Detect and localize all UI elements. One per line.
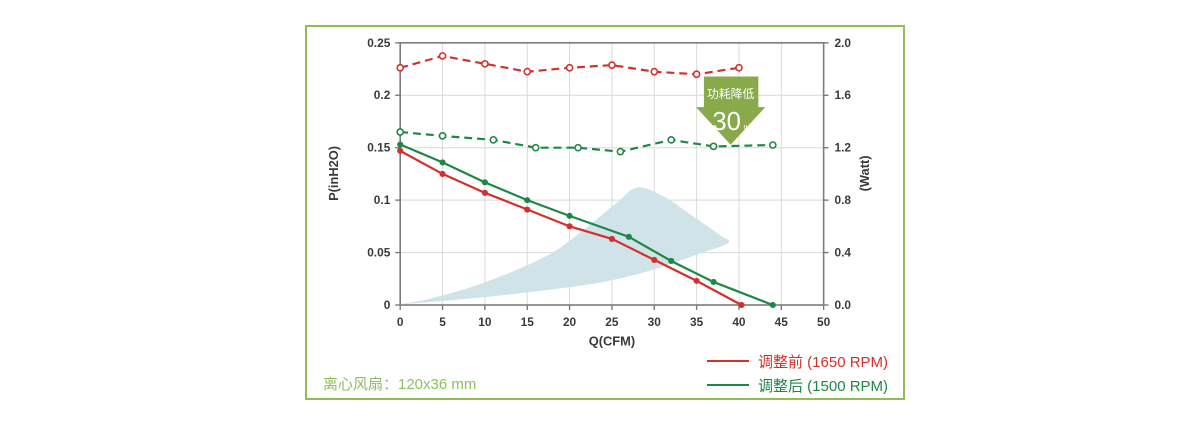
y-right-tick-label: 1.6 [835,88,852,102]
series-marker-1 [524,197,531,204]
y-left-tick-label: 0 [384,298,391,312]
series-marker-0 [524,206,531,213]
x-tick-label: 40 [732,315,746,329]
x-tick-label: 25 [605,315,619,329]
fan-size-caption: 离心风扇：120x36 mm [323,376,477,393]
y-left-tick-label: 0.25 [367,36,390,50]
y-right-tick-label: 0.8 [835,193,852,207]
x-tick-label: 5 [439,315,446,329]
power-reduction-badge: 功耗降低 30 % [696,76,766,145]
y-left-tick-label: 0.15 [367,141,390,155]
series-marker-1 [439,159,446,166]
series-marker-2 [735,63,743,72]
series-marker-2 [481,59,489,68]
legend-label-after: 调整后 (1500 RPM) [758,377,889,395]
x-tick-label: 35 [690,315,704,329]
series-marker-3 [489,135,498,144]
y-right-tick-label: 0.0 [835,298,852,312]
series-marker-2 [608,61,616,69]
series-marker-0 [439,170,446,177]
badge-unit: % [744,124,753,135]
series-marker-0 [651,256,658,263]
pq-performance-chart: 0 0.05 0.1 0.15 0.2 0.25 0.0 0.4 0.8 1.2 1.6 2.0 0 5 1… [326,36,872,349]
down-arrow-icon [696,76,766,145]
series-line-3 [400,130,773,153]
series-marker-1 [710,278,717,285]
series-marker-1 [566,212,573,219]
chart-plot-area: 0 0.05 0.1 0.15 0.2 0.25 0.0 0.4 0.8 1.2 1.6 2.0 0 5 1… [367,36,851,329]
series-marker-1 [397,141,404,148]
series-marker-0 [481,189,488,196]
series-marker-3 [616,147,625,156]
y-right-tick-label: 1.2 [835,141,852,155]
x-axis-title: Q(CFM) [589,334,635,349]
y-right-axis-title: (Watt) [857,155,872,191]
series-marker-3 [438,132,447,140]
series-marker-3 [768,141,777,149]
x-tick-label: 45 [775,315,789,329]
y-left-tick-label: 0.2 [374,88,391,102]
series-marker-1 [668,257,675,265]
series-marker-2 [565,63,574,72]
series-marker-2 [396,63,405,72]
series-marker-2 [650,67,659,76]
series-marker-0 [566,223,573,230]
x-tick-label: 0 [397,315,404,329]
series-marker-2 [692,70,701,79]
x-tick-label: 50 [817,315,831,329]
series-marker-0 [397,147,404,154]
x-tick-label: 15 [521,315,535,329]
legend-label-before: 调整前 (1650 RPM) [758,353,889,371]
series-marker-1 [769,301,776,309]
series-marker-3 [531,143,540,152]
y-left-tick-label: 0.05 [367,246,390,260]
y-left-tick-label: 0.1 [374,193,391,207]
x-tick-label: 30 [648,315,662,329]
legend-item-after: 调整后 (1500 RPM) [707,373,888,397]
series-marker-2 [438,52,447,60]
series-marker-2 [523,67,532,76]
series-marker-1 [625,233,632,240]
operating-region [402,187,730,304]
badge-caption: 功耗降低 [707,87,755,101]
chart-panel: 0 0.05 0.1 0.15 0.2 0.25 0.0 0.4 0.8 1.2 1.6 2.0 0 5 1… [305,25,905,400]
series-marker-3 [574,143,582,152]
series-marker-3 [667,135,676,144]
series-marker-3 [709,142,718,151]
series-marker-1 [481,179,488,186]
y-left-axis-title: P(inH2O) [326,146,341,201]
legend-swatch-red-line [707,360,749,362]
series-marker-0 [693,277,700,284]
legend: 调整前 (1650 RPM) 调整后 (1500 RPM) [707,349,888,397]
legend-swatch-green-line [707,384,749,386]
y-right-tick-label: 2.0 [835,36,852,50]
series-marker-3 [396,128,405,136]
x-tick-label: 10 [478,315,492,329]
legend-item-before: 调整前 (1650 RPM) [707,349,888,373]
series-marker-0 [738,301,745,309]
x-tick-label: 20 [563,315,577,329]
series-marker-0 [608,235,615,243]
y-right-tick-label: 0.4 [835,246,852,260]
badge-value: 30 [712,108,741,136]
